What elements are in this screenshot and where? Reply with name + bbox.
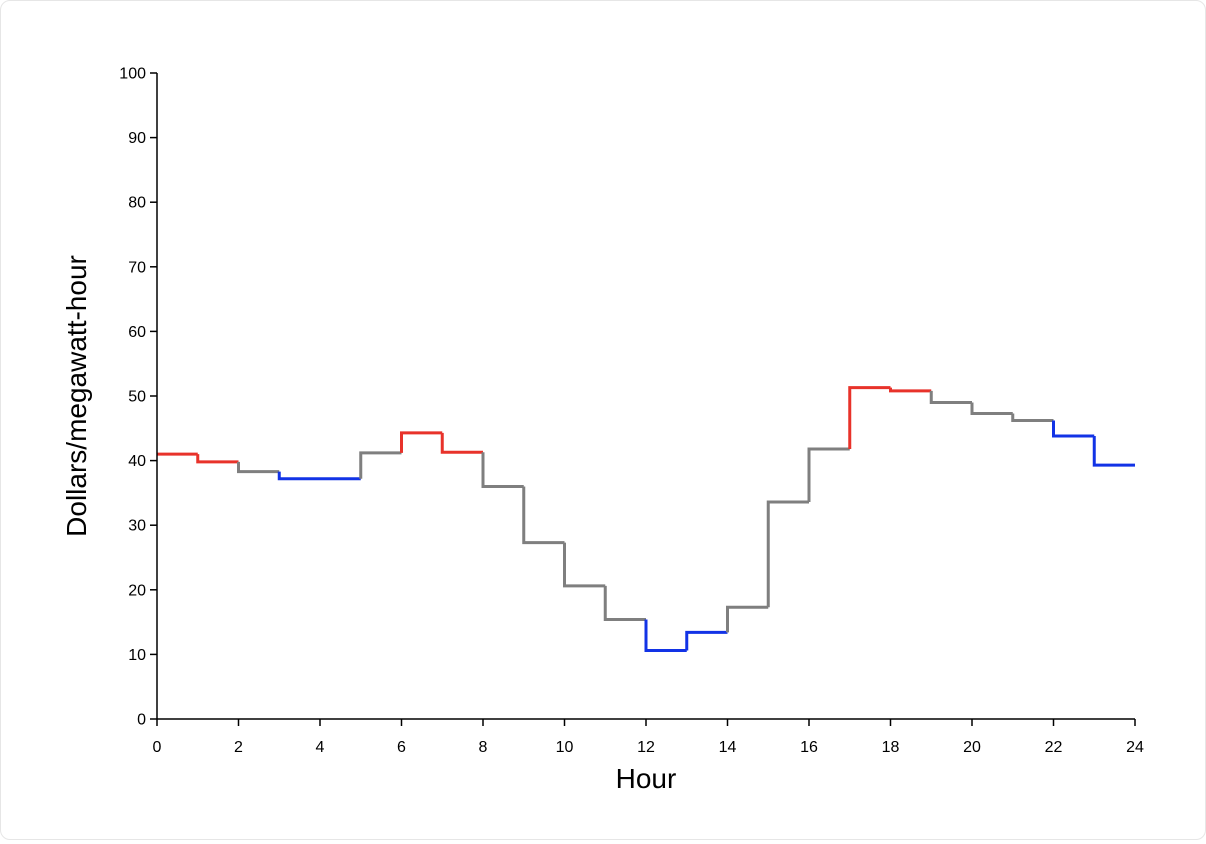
price-step-segment — [400, 431, 443, 453]
price-step-segment — [1011, 413, 1054, 423]
x-tick-label: 20 — [963, 739, 981, 756]
x-tick-label: 24 — [1126, 739, 1144, 756]
y-tick-label: 70 — [128, 259, 146, 276]
price-step-segment — [848, 386, 891, 449]
y-tick-label: 30 — [128, 518, 146, 535]
x-tick-label: 12 — [637, 739, 655, 756]
price-step-segment — [929, 390, 972, 404]
price-step-segment — [889, 387, 932, 393]
y-axis-ticks: 0 10 20 30 40 50 60 70 80 90 100 — [119, 66, 157, 729]
y-tick-label: 0 — [137, 712, 146, 729]
series-layer — [157, 386, 1135, 653]
price-step-segment — [644, 619, 687, 653]
price-step-segment — [196, 454, 239, 464]
price-step-segment — [563, 542, 606, 588]
x-tick-label: 0 — [153, 739, 162, 756]
x-tick-label: 6 — [397, 739, 406, 756]
price-step-segment — [237, 461, 280, 474]
x-tick-label: 22 — [1045, 739, 1063, 756]
x-axis-ticks: 0 2 4 6 8 10 12 14 16 18 20 22 24 — [153, 719, 1144, 756]
y-tick-label: 50 — [128, 389, 146, 406]
price-step-segment — [522, 486, 565, 545]
price-step-segment — [726, 605, 769, 633]
price-step-segment — [603, 585, 646, 622]
y-tick-label: 60 — [128, 324, 146, 341]
price-step-segment — [685, 630, 728, 651]
y-tick-label: 20 — [128, 582, 146, 599]
price-step-segment — [970, 402, 1013, 415]
x-axis-title: Hour — [616, 763, 677, 794]
y-tick-label: 80 — [128, 195, 146, 212]
x-tick-label: 10 — [556, 739, 574, 756]
price-step-segment — [277, 471, 320, 481]
price-step-segment — [1092, 436, 1135, 467]
price-step-segment — [359, 451, 402, 479]
x-tick-label: 18 — [882, 739, 900, 756]
x-tick-label: 14 — [719, 739, 737, 756]
price-step-segment — [481, 452, 524, 488]
y-axis-title: Dollars/megawatt-hour — [61, 255, 92, 537]
price-step-segment — [807, 447, 850, 502]
y-tick-label: 40 — [128, 453, 146, 470]
x-tick-label: 2 — [234, 739, 243, 756]
x-tick-label: 8 — [479, 739, 488, 756]
y-tick-label: 10 — [128, 647, 146, 664]
y-tick-label: 90 — [128, 130, 146, 147]
x-tick-label: 4 — [316, 739, 325, 756]
price-step-segment — [766, 500, 809, 608]
x-tick-label: 16 — [800, 739, 818, 756]
price-step-segment — [1052, 420, 1095, 438]
y-tick-label: 100 — [119, 66, 146, 83]
price-step-segment — [440, 432, 483, 454]
